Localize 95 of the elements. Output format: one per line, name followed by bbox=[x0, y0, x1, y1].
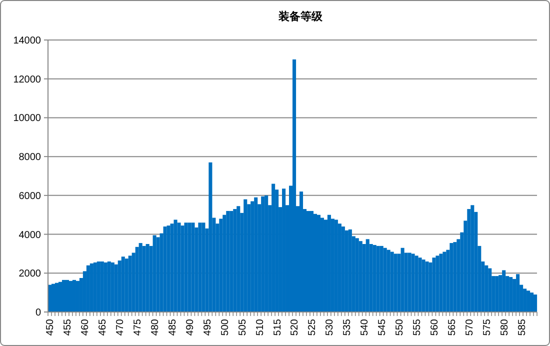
x-tick-label: 560 bbox=[429, 318, 440, 336]
bar bbox=[386, 250, 390, 312]
bar bbox=[418, 258, 422, 312]
bar bbox=[121, 256, 125, 312]
bar bbox=[408, 252, 412, 312]
bar bbox=[236, 206, 240, 312]
bar bbox=[516, 274, 520, 312]
x-tick-label: 585 bbox=[516, 318, 528, 336]
bar bbox=[380, 246, 384, 312]
bar bbox=[128, 256, 132, 312]
bar bbox=[202, 222, 206, 312]
bar bbox=[184, 222, 188, 312]
y-tick-label: 0 bbox=[35, 308, 42, 318]
bar bbox=[230, 210, 234, 312]
x-tick-label: 510 bbox=[254, 318, 266, 336]
x-tick-label: 515 bbox=[272, 318, 284, 336]
x-tick-label: 535 bbox=[342, 318, 354, 336]
x-tick-label: 575 bbox=[482, 318, 493, 336]
bar bbox=[180, 226, 184, 312]
bar bbox=[534, 294, 538, 312]
bar bbox=[222, 214, 226, 312]
bar bbox=[124, 258, 128, 312]
x-tick-label: 570 bbox=[464, 318, 476, 336]
bar bbox=[219, 218, 223, 312]
x-tick-label: 490 bbox=[184, 318, 196, 336]
bar bbox=[450, 243, 454, 312]
bar bbox=[411, 254, 415, 312]
bar bbox=[166, 226, 170, 312]
bar bbox=[233, 209, 237, 312]
x-tick-label: 500 bbox=[220, 318, 231, 336]
bar bbox=[163, 226, 167, 312]
bar bbox=[400, 248, 404, 312]
bar bbox=[484, 265, 488, 312]
bar bbox=[174, 220, 178, 312]
x-tick-label: 545 bbox=[377, 318, 388, 336]
x-tick-label: 525 bbox=[307, 318, 318, 336]
x-tick-label: 495 bbox=[202, 318, 214, 336]
bar bbox=[442, 252, 446, 312]
x-tick-label: 540 bbox=[360, 318, 371, 336]
bar bbox=[135, 246, 139, 312]
y-tick-label: 6000 bbox=[18, 190, 42, 202]
bar bbox=[425, 261, 429, 312]
bar bbox=[453, 242, 457, 312]
bar bbox=[436, 256, 440, 312]
x-tick-label: 450 bbox=[45, 318, 56, 336]
y-tick-label: 4000 bbox=[18, 230, 42, 241]
bar bbox=[422, 260, 426, 312]
bar bbox=[292, 59, 296, 312]
x-tick-label: 470 bbox=[115, 318, 126, 336]
bar bbox=[376, 246, 380, 312]
bar bbox=[467, 209, 471, 312]
y-tick-label: 8000 bbox=[18, 152, 42, 164]
bar bbox=[358, 241, 362, 312]
bar bbox=[146, 244, 150, 312]
bar bbox=[188, 222, 192, 312]
bar bbox=[488, 268, 492, 312]
bar bbox=[51, 284, 56, 312]
x-tick-label: 485 bbox=[167, 318, 178, 336]
bar bbox=[208, 162, 212, 312]
bar bbox=[156, 237, 160, 312]
bar bbox=[191, 222, 195, 312]
bar bbox=[394, 254, 398, 312]
y-tick-label: 14000 bbox=[13, 36, 42, 46]
bar bbox=[152, 235, 156, 312]
chart-title: 装备等级 bbox=[278, 10, 324, 23]
x-tick-label: 465 bbox=[98, 318, 109, 336]
x-tick-label: 550 bbox=[394, 318, 406, 336]
x-tick-label: 565 bbox=[446, 318, 458, 336]
x-tick-label: 480 bbox=[150, 318, 162, 336]
bar bbox=[390, 252, 394, 312]
y-tick-label: 10000 bbox=[13, 113, 42, 124]
bar bbox=[198, 222, 202, 312]
bar bbox=[439, 254, 443, 312]
bar bbox=[372, 244, 376, 312]
x-tick-label: 555 bbox=[412, 318, 423, 336]
x-tick-label: 520 bbox=[290, 318, 301, 336]
bar bbox=[114, 264, 118, 312]
bar bbox=[226, 210, 230, 312]
x-tick-label: 505 bbox=[237, 318, 248, 336]
bar bbox=[383, 248, 387, 312]
x-tick-label: 580 bbox=[499, 318, 510, 336]
bar bbox=[244, 199, 248, 312]
y-tick-label: 2000 bbox=[18, 268, 42, 280]
bar bbox=[177, 222, 181, 312]
x-tick-label: 475 bbox=[132, 318, 144, 336]
x-tick-label: 455 bbox=[62, 318, 74, 336]
bar bbox=[138, 243, 142, 312]
bar bbox=[366, 239, 370, 312]
x-tick-label: 530 bbox=[324, 318, 336, 336]
x-tick-label: 460 bbox=[80, 318, 92, 336]
bar bbox=[142, 246, 146, 312]
bar bbox=[118, 260, 122, 312]
y-tick-label: 12000 bbox=[13, 74, 42, 86]
bar bbox=[432, 258, 436, 312]
bar bbox=[470, 205, 474, 312]
